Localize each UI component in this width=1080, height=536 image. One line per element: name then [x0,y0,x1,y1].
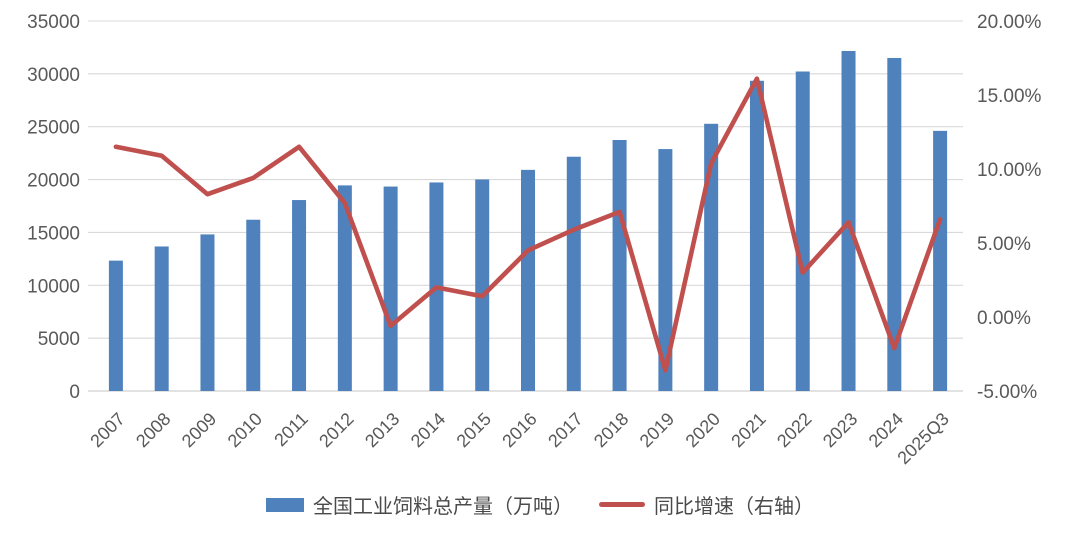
right-axis-tick-label: -5.00% [977,382,1037,403]
left-axis-tick-label: 10000 [27,276,80,297]
x-axis-label-2007: 2007 [86,409,128,451]
x-axis-label-2008: 2008 [132,409,174,451]
chart-plot-area: 0 5000 10000 15000 20000 25000 30000 35000 -5.00… [27,12,1042,468]
bar-2017 [566,156,581,391]
bar-2011 [292,200,307,391]
bar-2008 [154,246,169,391]
legend-item-production: 全国工业饲料总产量（万吨） [266,490,573,519]
bar-2007 [108,260,123,391]
bar-2015 [475,179,490,391]
left-axis-tick-label: 5000 [38,329,80,350]
bar-2013 [383,186,398,391]
bar-2022 [795,71,810,391]
right-axis-tick-label: 5.00% [977,234,1031,255]
x-axis-label-2015: 2015 [453,409,495,451]
bar-2025Q3 [933,130,948,392]
x-axis-label-2023: 2023 [819,409,861,451]
x-axis-label-2019: 2019 [636,409,678,451]
x-axis-label-2011: 2011 [270,409,312,451]
x-axis-label-2022: 2022 [773,409,815,451]
right-axis-tick-label: 20.00% [977,12,1042,33]
x-axis-label-2018: 2018 [590,409,632,451]
x-axis-label-2020: 2020 [682,409,724,451]
left-axis-tick-label: 0 [69,382,80,403]
legend-item-growth: 同比增速（右轴） [599,490,814,519]
right-axis-tick-label: 0.00% [977,308,1031,329]
left-axis-tick-label: 25000 [27,118,80,139]
bar-2020 [704,123,719,391]
x-axis-label-2021: 2021 [727,409,769,451]
bar-2012 [337,185,352,391]
line-series-swatch [599,502,645,507]
bar-2018 [612,140,627,391]
bar-2021 [749,80,764,392]
x-axis-label-2016: 2016 [498,409,540,451]
left-axis-tick-label: 15000 [27,223,80,244]
bar-2019 [658,149,673,391]
bar-2016 [521,169,535,391]
x-axis-label-2013: 2013 [361,409,403,451]
chart-legend: 全国工业饲料总产量（万吨） 同比增速（右轴） [0,490,1080,519]
x-axis-label-2014: 2014 [407,409,449,451]
left-axis-tick-label: 35000 [27,12,80,33]
line-series-label: 同比增速（右轴） [654,496,814,518]
x-axis-label-2017: 2017 [544,409,586,451]
right-axis-tick-label: 15.00% [977,86,1042,107]
x-axis-label-2010: 2010 [224,409,266,451]
yoy-growth-line [113,76,943,373]
left-axis-tick-label: 30000 [27,65,80,86]
x-axis-label-2025Q3: 2025Q3 [893,409,952,468]
bar-series-label: 全国工业饲料总产量（万吨） [313,496,573,518]
bar-2010 [246,219,261,391]
x-axis-label-2012: 2012 [315,409,357,451]
bar-series-swatch [266,497,304,512]
right-axis-tick-label: 10.00% [977,160,1042,181]
bar-2009 [200,234,215,391]
left-axis-tick-label: 20000 [27,171,80,192]
bar-2024 [887,57,902,391]
x-axis-label-2024: 2024 [865,409,907,451]
x-axis-label-2009: 2009 [178,409,220,451]
